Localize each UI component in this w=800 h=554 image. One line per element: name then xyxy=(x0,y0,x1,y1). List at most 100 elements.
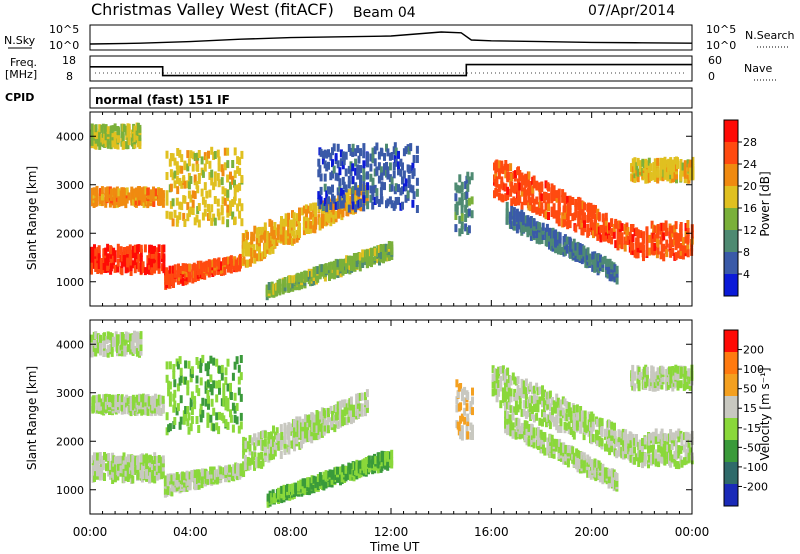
power-data-cell xyxy=(287,212,291,221)
power-data-cell xyxy=(307,217,311,226)
velocity-data-cell xyxy=(231,402,235,411)
velocity-data-cell xyxy=(100,464,104,473)
power-data-cell xyxy=(280,233,283,242)
power-data-cell xyxy=(231,199,235,207)
power-data-cell xyxy=(505,201,509,210)
velocity-data-cell xyxy=(217,426,221,435)
velocity-data-cell xyxy=(371,455,375,464)
velocity-data-cell xyxy=(136,455,140,464)
power-data-cell xyxy=(336,259,340,268)
power-data-cell xyxy=(331,147,334,156)
power-data-cell xyxy=(547,183,550,192)
power-data-cell xyxy=(193,217,197,226)
power-data-cell xyxy=(216,198,220,207)
velocity-data-cell xyxy=(260,451,264,460)
power-data-cell xyxy=(132,197,136,206)
power-data-cell xyxy=(557,188,561,197)
velocity-data-cell xyxy=(228,464,232,473)
velocity-data-cell xyxy=(246,456,250,465)
power-data-cell xyxy=(407,180,411,188)
velocity-data-cell xyxy=(638,439,642,448)
velocity-data-cell xyxy=(136,461,140,470)
power-data-cell xyxy=(109,246,113,255)
velocity-data-cell xyxy=(186,477,190,486)
power-data-cell xyxy=(210,169,214,178)
power-data-cell xyxy=(234,264,238,273)
velocity-data-cell xyxy=(197,360,201,369)
velocity-data-cell xyxy=(491,388,495,397)
velocity-data-cell xyxy=(173,389,177,398)
power-data-cell xyxy=(613,264,617,273)
velocity-data-cell xyxy=(316,474,320,482)
velocity-data-cell xyxy=(189,402,193,411)
velocity-data-cell xyxy=(493,372,497,381)
power-data-cell xyxy=(153,259,156,268)
velocity-data-cell xyxy=(507,394,511,403)
velocity-data-cell xyxy=(287,446,291,455)
power-colorbar-tick-label: 8 xyxy=(743,246,750,259)
power-data-cell xyxy=(236,165,240,174)
power-data-cell xyxy=(329,152,333,161)
velocity-data-cell xyxy=(684,431,688,440)
power-data-cell xyxy=(529,232,533,241)
power-data-cell xyxy=(327,186,330,195)
velocity-data-cell xyxy=(644,380,648,388)
power-data-cell xyxy=(196,206,200,214)
power-data-cell xyxy=(220,177,224,186)
velocity-data-cell xyxy=(327,425,330,434)
power-data-cell xyxy=(252,244,256,253)
power-data-cell xyxy=(231,211,235,220)
velocity-data-cell xyxy=(624,441,628,450)
velocity-data-cell xyxy=(511,422,515,431)
velocity-data-cell xyxy=(263,430,267,439)
velocity-data-cell xyxy=(582,452,586,461)
velocity-data-cell xyxy=(242,444,246,453)
power-data-cell xyxy=(554,234,558,243)
velocity-data-cell xyxy=(582,464,586,473)
power-data-cell xyxy=(465,190,469,199)
velocity-data-cell xyxy=(580,410,584,419)
power-data-cell xyxy=(667,167,671,176)
power-data-cell xyxy=(284,213,288,222)
velocity-data-cell xyxy=(540,438,544,447)
power-data-cell xyxy=(563,238,567,247)
power-data-cell xyxy=(466,227,470,235)
velocity-data-cell xyxy=(555,405,559,414)
power-data-cell xyxy=(540,202,544,211)
velocity-data-cell xyxy=(308,430,312,439)
velocity-data-cell xyxy=(210,387,214,396)
velocity-data-cell xyxy=(197,481,201,490)
velocity-data-cell xyxy=(523,420,527,429)
power-data-cell xyxy=(157,188,161,197)
velocity-data-cell xyxy=(126,397,130,406)
velocity-data-cell xyxy=(657,433,661,442)
velocity-data-cell xyxy=(298,416,302,425)
velocity-data-cell xyxy=(248,435,252,444)
power-data-cell xyxy=(196,260,200,269)
power-data-cell xyxy=(100,192,104,201)
velocity-data-cell xyxy=(364,408,367,417)
velocity-data-cell xyxy=(116,472,120,481)
velocity-data-cell xyxy=(374,462,378,471)
power-data-cell xyxy=(354,182,358,191)
power-data-cell xyxy=(409,184,413,193)
power-data-cell xyxy=(647,157,651,166)
velocity-data-cell xyxy=(674,371,678,380)
power-data-cell xyxy=(104,124,108,133)
power-data-cell xyxy=(316,266,320,275)
velocity-data-cell xyxy=(629,454,633,463)
power-data-cell xyxy=(292,212,296,221)
power-data-cell xyxy=(95,185,99,194)
power-data-cell xyxy=(541,222,545,231)
velocity-data-cell xyxy=(273,448,277,457)
velocity-data-cell xyxy=(663,451,667,460)
power-data-cell xyxy=(131,260,135,269)
velocity-data-cell xyxy=(455,396,459,405)
power-data-cell xyxy=(130,194,134,203)
velocity-data-cell xyxy=(95,394,99,403)
velocity-data-cell xyxy=(219,466,223,475)
power-data-cell xyxy=(201,267,205,276)
power-data-cell xyxy=(195,214,199,223)
power-data-cell xyxy=(683,160,687,169)
power-data-cell xyxy=(98,129,102,138)
